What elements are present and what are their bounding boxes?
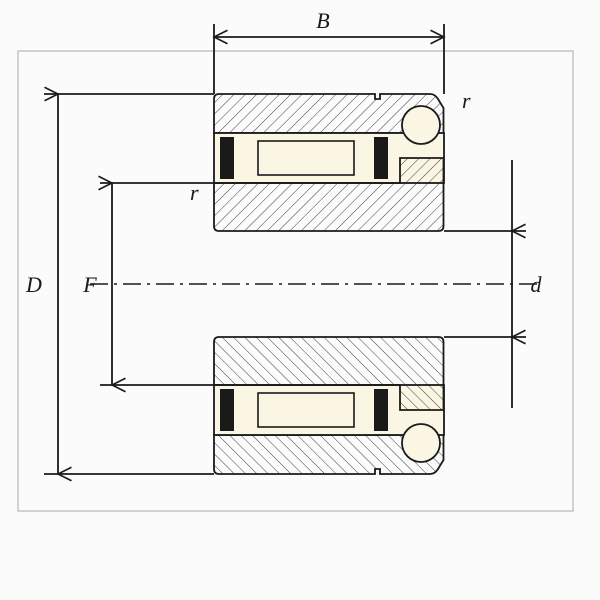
lower-half [214,337,444,474]
label-F: F [82,272,97,297]
label-d: d [531,272,543,297]
bearing-diagram: B [0,0,600,600]
dim-D: D [25,94,214,474]
label-r-top: r [462,88,471,113]
label-D: D [25,272,42,297]
upper-half [214,94,444,231]
label-B: B [316,8,329,33]
